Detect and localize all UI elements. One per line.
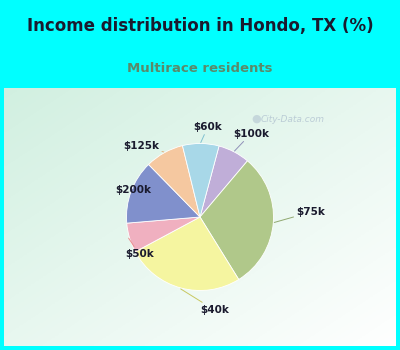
Wedge shape	[182, 144, 219, 217]
Text: $125k: $125k	[123, 141, 164, 152]
Text: $100k: $100k	[233, 129, 269, 151]
Wedge shape	[126, 164, 200, 223]
Text: ●: ●	[252, 114, 261, 124]
Text: $75k: $75k	[274, 207, 325, 223]
Text: $200k: $200k	[115, 184, 151, 195]
Text: $50k: $50k	[125, 238, 154, 259]
Text: $40k: $40k	[181, 289, 229, 315]
Text: City-Data.com: City-Data.com	[261, 114, 325, 124]
Text: Multirace residents: Multirace residents	[127, 62, 273, 75]
Text: $60k: $60k	[194, 122, 222, 142]
Wedge shape	[127, 217, 200, 252]
Wedge shape	[135, 217, 239, 290]
Wedge shape	[148, 146, 200, 217]
Text: Income distribution in Hondo, TX (%): Income distribution in Hondo, TX (%)	[27, 17, 373, 35]
Wedge shape	[200, 146, 248, 217]
Wedge shape	[200, 161, 274, 279]
